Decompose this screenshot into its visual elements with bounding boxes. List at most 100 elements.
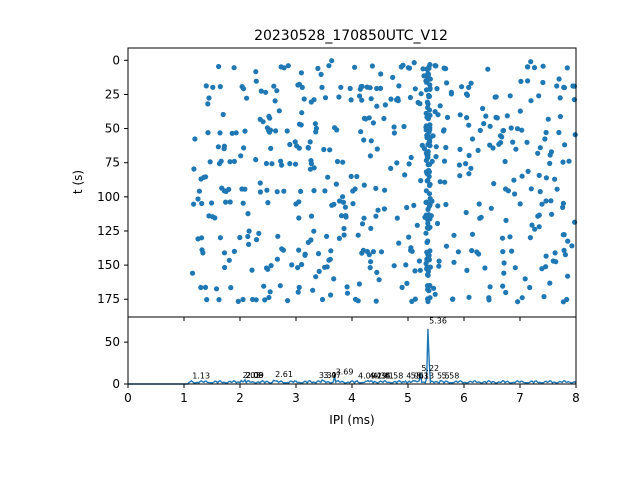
scatter-point — [298, 122, 304, 128]
scatter-point — [249, 267, 255, 273]
scatter-point — [466, 294, 472, 300]
histogram-y-ticks: 0 50 — [105, 335, 128, 391]
scatter-point — [312, 121, 318, 127]
scatter-point — [414, 222, 420, 228]
scatter-point — [246, 228, 252, 234]
scatter-point — [368, 259, 374, 265]
scatter-point — [510, 139, 516, 145]
scatter-point — [278, 64, 284, 70]
scatter-point — [222, 264, 228, 271]
scatter-point — [367, 265, 373, 271]
scatter-point — [424, 154, 431, 161]
scatter-point — [296, 81, 302, 87]
scatter-point — [274, 256, 280, 262]
scatter-point — [478, 214, 484, 220]
scatter-point — [311, 97, 317, 103]
scatter-point — [199, 200, 205, 207]
scatter-point — [468, 80, 474, 86]
scatter-point — [424, 127, 430, 133]
scatter-point — [245, 233, 251, 240]
scatter-point — [524, 64, 531, 70]
scatter-point — [424, 225, 430, 231]
scatter-y-tick-label: 25 — [105, 87, 120, 101]
scatter-point — [441, 158, 448, 164]
scatter-point — [490, 145, 496, 151]
scatter-point — [209, 200, 215, 206]
scatter-point — [235, 298, 241, 304]
scatter-point — [537, 145, 543, 151]
scatter-point — [296, 145, 302, 151]
scatter-point — [213, 286, 220, 292]
scatter-point — [515, 299, 521, 305]
scatter-point — [250, 296, 256, 303]
scatter-point — [368, 96, 374, 102]
scatter-point — [524, 139, 530, 145]
scatter-point — [443, 144, 449, 151]
scatter-point — [354, 173, 360, 180]
scatter-point — [292, 139, 298, 145]
scatter-point — [220, 111, 226, 118]
scatter-point — [525, 78, 531, 84]
scatter-point — [326, 63, 332, 69]
scatter-point — [391, 130, 397, 136]
scatter-point — [358, 129, 364, 135]
scatter-point — [554, 83, 560, 89]
scatter-point — [361, 215, 367, 221]
scatter-point — [545, 116, 551, 122]
scatter-point — [348, 97, 354, 103]
scatter-point — [535, 150, 541, 156]
scatter-point — [308, 213, 315, 219]
scatter-point — [299, 110, 305, 116]
scatter-point — [285, 298, 291, 304]
scatter-point — [218, 158, 224, 164]
scatter-point — [217, 84, 223, 90]
scatter-point — [355, 232, 361, 238]
scatter-point — [313, 129, 319, 135]
scatter-point — [308, 158, 314, 164]
scatter-point — [404, 204, 410, 211]
scatter-point — [231, 65, 237, 71]
histogram-x-tick-label: 3 — [292, 391, 300, 405]
scatter-point — [427, 202, 433, 208]
scatter-point — [262, 297, 268, 303]
scatter-point — [315, 251, 322, 257]
scatter-point — [296, 284, 302, 290]
scatter-point — [311, 188, 317, 194]
scatter-point — [406, 161, 412, 167]
scatter-point — [424, 178, 430, 184]
ipi-histogram-line — [128, 328, 577, 385]
scatter-point — [487, 123, 493, 129]
scatter-point — [289, 262, 295, 268]
scatter-point — [425, 285, 431, 291]
scatter-point — [569, 243, 575, 249]
scatter-point — [396, 240, 402, 246]
scatter-point — [423, 150, 429, 156]
peak-label: 5.22 — [421, 364, 439, 373]
scatter-point — [411, 60, 417, 66]
scatter-point — [195, 236, 201, 242]
scatter-point — [347, 85, 353, 92]
scatter-point — [507, 234, 513, 240]
scatter-point — [388, 165, 394, 171]
scatter-point — [404, 280, 410, 286]
scatter-point — [299, 261, 305, 268]
scatter-point — [295, 265, 301, 271]
scatter-point — [508, 125, 514, 131]
scatter-point — [313, 274, 319, 280]
scatter-point — [338, 84, 344, 90]
scatter-point — [376, 277, 382, 283]
scatter-panel: 0 25 50 75 100 125 150 175 t (s) — [71, 47, 578, 321]
scatter-point — [519, 127, 525, 133]
scatter-point — [331, 276, 337, 282]
scatter-point — [356, 281, 362, 287]
scatter-point — [348, 173, 354, 179]
scatter-point — [527, 235, 534, 241]
scatter-y-label: t (s) — [71, 170, 85, 194]
scatter-point — [500, 283, 506, 289]
scatter-point — [264, 187, 270, 193]
scatter-point — [210, 84, 216, 90]
scatter-point — [360, 247, 366, 253]
scatter-point — [531, 65, 538, 71]
scatter-point — [268, 145, 274, 151]
scatter-point — [437, 179, 443, 185]
